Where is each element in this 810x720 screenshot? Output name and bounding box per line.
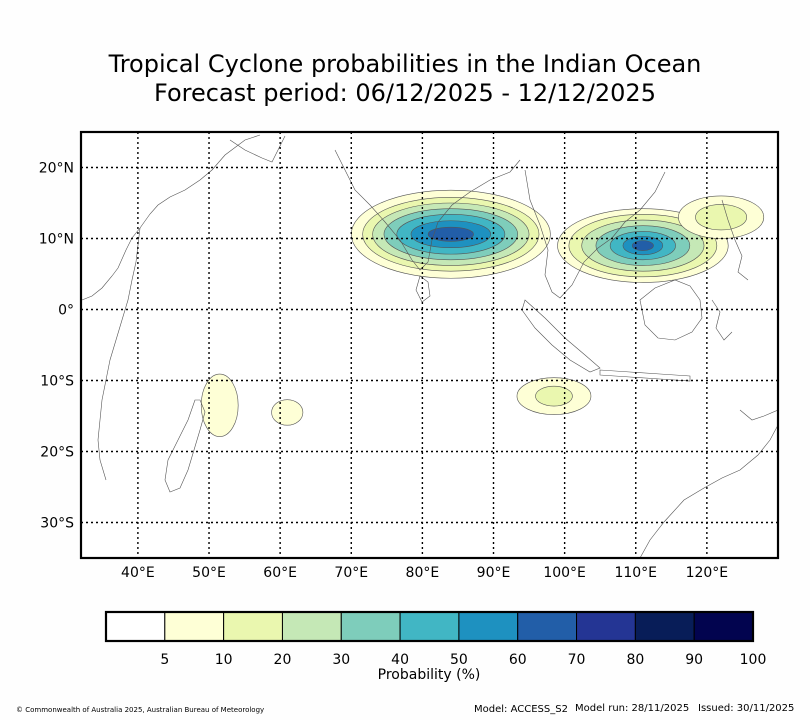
colorbar-swatch [281,611,342,642]
colorbar: 5 10 20 30 40 50 60 70 80 90 100 [104,610,767,668]
colorbar-tick-label: 5 [160,652,169,668]
coastline-australia [639,424,778,558]
lon-tick-label: 90°E [477,565,511,581]
colorbar-swatch [164,611,225,642]
colorbar-swatch [399,611,460,642]
contour-10pct [535,385,573,407]
colorbar-swatch [634,611,695,642]
colorbar-swatch [105,611,166,642]
region-bay-of-bengal [350,189,551,279]
colorbar-frame [104,610,755,643]
colorbar-tick-label: 30 [332,652,350,668]
coastlines [81,134,778,558]
colorbar-tick-label: 10 [215,652,233,668]
lat-tick-label: 10°N [39,232,74,248]
coastline-java [599,369,691,382]
colorbar-tick-label: 70 [568,652,586,668]
colorbar-swatch [576,611,636,642]
region-philippine-sea [678,195,765,239]
chart-title-line2: Forecast period: 06/12/2025 - 12/12/2025 [154,79,656,107]
contour-5pct [200,373,239,437]
coastline-sulawesi [711,299,733,341]
issued-date: Issued: 30/11/2025 [698,703,795,714]
coastline-borneo [639,279,703,341]
coastline-madagascar [164,399,206,493]
lon-tick-label: 120°E [686,565,729,581]
colorbar-label: Probability (%) [378,667,481,683]
probability-contours [200,189,765,437]
lon-tick-label: 40°E [121,565,155,581]
copyright-notice: © Commonwealth of Australia 2025, Austra… [16,706,265,714]
model-name: Model: ACCESS_S2 [474,704,568,715]
lon-tick-label: 100°E [543,565,586,581]
contour-60pct [427,226,474,242]
lon-tick-label: 50°E [192,565,226,581]
graticule [81,132,778,558]
colorbar-tick-label: 50 [450,652,468,668]
lon-tick-label: 60°E [263,565,297,581]
colorbar-swatch [693,611,754,642]
colorbar-swatch [223,611,283,642]
colorbar-tick-label: 20 [274,652,292,668]
region-mascarene [271,399,304,426]
colorbar-swatch [458,611,519,642]
lat-tick-label: 20°N [39,161,74,177]
map-frame [79,130,780,560]
lon-tick-label: 70°E [334,565,368,581]
lon-tick-label: 80°E [406,565,440,581]
coastline-east-africa [97,227,141,481]
colorbar-tick-label: 60 [509,652,527,668]
lat-tick-label: 10°S [40,374,74,390]
chart-title-line1: Tropical Cyclone probabilities in the In… [108,50,702,78]
region-madagascar-east [200,373,239,437]
coastline-africa [81,134,261,301]
colorbar-swatch [340,611,401,642]
coastline-indochina [524,169,666,299]
contour-5pct [271,399,304,426]
coastline-arnhem [739,409,778,421]
coastline-arabia [229,135,286,163]
contour-60pct [631,240,654,251]
axis-tick-labels: 40°E 50°E 60°E 70°E 80°E 90°E 100°E 110°E 120°E 2… [39,161,728,582]
colorbar-tick-label: 90 [685,652,703,668]
lat-tick-label: 20°S [40,445,74,461]
region-timor-sea [516,377,592,415]
coastline-philippines [721,199,749,281]
coastline-india [334,149,521,271]
colorbar-swatch [517,611,578,642]
lon-tick-label: 110°E [614,565,657,581]
coastline-sri-lanka [415,275,431,303]
colorbar-tick-label: 40 [391,652,409,668]
colorbar-tick-label: 80 [626,652,644,668]
lat-tick-label: 30°S [40,516,74,532]
coastline-sumatra [521,299,601,373]
lat-tick-label: 0° [58,303,74,319]
contour-10pct [695,204,748,231]
colorbar-tick-label: 100 [740,652,767,668]
model-run-date: Model run: 28/11/2025 [575,703,690,714]
